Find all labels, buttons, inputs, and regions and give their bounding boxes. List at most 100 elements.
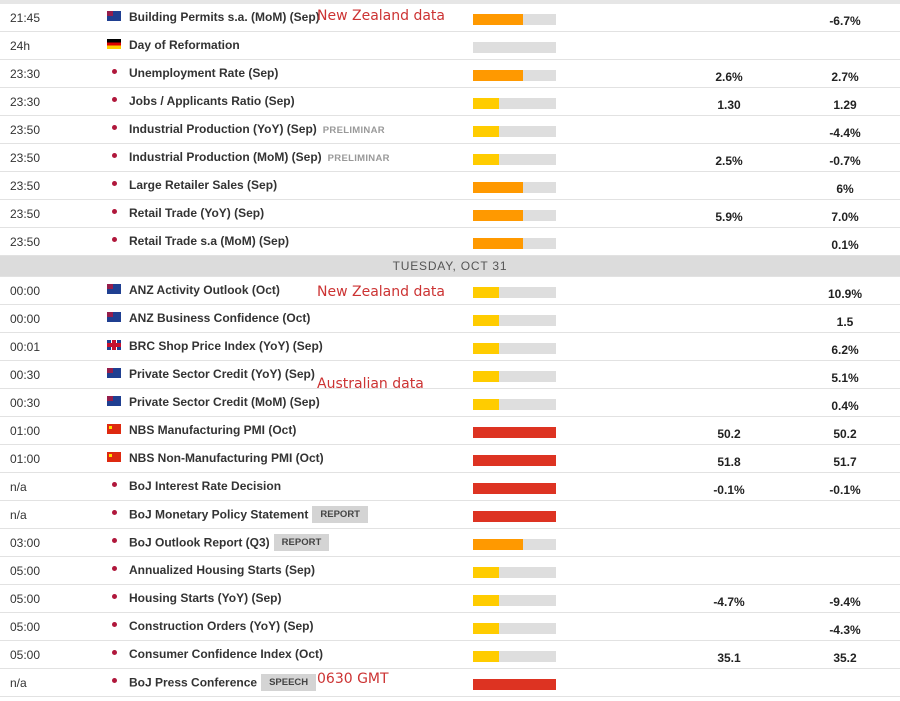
preliminary-tag: PRELIMINAR [327,153,390,164]
event-name[interactable]: Annualized Housing Starts (Sep) [129,563,315,577]
impact-bar-high [473,427,556,438]
event-name[interactable]: BRC Shop Price Index (YoY) (Sep) [129,339,323,353]
impact-fill [473,427,556,438]
event-name[interactable]: Retail Trade (YoY) (Sep) [129,206,264,220]
event-row[interactable]: 23:50 Retail Trade s.a (MoM) (Sep) 0.1% [0,228,900,256]
event-name[interactable]: Private Sector Credit (YoY) (Sep) [129,367,315,381]
previous-value: 35.2 [833,651,857,665]
report-badge[interactable]: REPORT [273,534,330,551]
flag-jp-icon [107,508,121,518]
event-row[interactable]: 00:30 Private Sector Credit (MoM) (Sep) … [0,389,900,417]
event-time: 01:00 [10,424,41,438]
event-name[interactable]: Private Sector Credit (MoM) (Sep) [129,395,320,409]
event-name[interactable]: Day of Reformation [129,38,240,52]
event-name[interactable]: Large Retailer Sales (Sep) [129,178,277,192]
impact-fill [473,70,523,81]
event-name[interactable]: NBS Manufacturing PMI (Oct) [129,423,296,437]
events-oct-31: 00:00 ANZ Activity Outlook (Oct) 10.9% 0… [0,277,900,697]
event-name[interactable]: Unemployment Rate (Sep) [129,66,278,80]
event-row[interactable]: 05:00 Annualized Housing Starts (Sep) [0,557,900,585]
flag-au-icon [107,396,121,406]
event-name-text: BoJ Outlook Report (Q3) [129,535,270,550]
impact-bar-low [473,567,556,578]
event-row[interactable]: 00:00 ANZ Business Confidence (Oct) 1.5 [0,305,900,333]
actual-value: -0.1% [713,483,745,497]
flag-au-icon [107,368,121,378]
event-name-text: BoJ Interest Rate Decision [129,479,282,493]
impact-fill [473,287,499,298]
event-row[interactable]: 23:30 Unemployment Rate (Sep) 2.6% 2.7% [0,60,900,88]
event-name[interactable]: BoJ Interest Rate Decision [129,479,281,493]
event-row[interactable]: 01:00 NBS Non-Manufacturing PMI (Oct) 51… [0,445,900,473]
event-row[interactable]: n/a BoJ Interest Rate Decision -0.1% -0.… [0,473,900,501]
event-name[interactable]: BoJ Outlook Report (Q3) REPORT [129,534,330,552]
event-name[interactable]: ANZ Business Confidence (Oct) [129,311,310,325]
event-row[interactable]: 00:00 ANZ Activity Outlook (Oct) 10.9% [0,277,900,305]
annotation-label: New Zealand data [317,8,445,24]
event-name[interactable]: NBS Non-Manufacturing PMI (Oct) [129,451,324,465]
event-name[interactable]: Jobs / Applicants Ratio (Sep) [129,94,295,108]
event-name-text: Consumer Confidence Index (Oct) [129,647,324,661]
impact-bar-low [473,343,556,354]
event-row[interactable]: 23:50 Large Retailer Sales (Sep) 6% [0,172,900,200]
event-row[interactable]: 05:00 Housing Starts (YoY) (Sep) -4.7% -… [0,585,900,613]
event-row[interactable]: 23:50 Retail Trade (YoY) (Sep) 5.9% 7.0% [0,200,900,228]
event-row[interactable]: 00:30 Private Sector Credit (YoY) (Sep) … [0,361,900,389]
actual-value: 1.30 [717,98,741,112]
event-row[interactable]: 05:00 Construction Orders (YoY) (Sep) -4… [0,613,900,641]
impact-fill [473,343,499,354]
event-name-text: Day of Reformation [129,38,240,52]
event-row[interactable]: 24h Day of Reformation [0,32,900,60]
event-name[interactable]: BoJ Press Conference SPEECH [129,674,317,692]
impact-bar-none [473,42,556,53]
event-row[interactable]: 21:45 Building Permits s.a. (MoM) (Sep) … [0,4,900,32]
event-row[interactable]: 05:00 Consumer Confidence Index (Oct) 35… [0,641,900,669]
impact-fill [473,455,556,466]
event-name-text: Industrial Production (MoM) (Sep) [129,150,322,164]
impact-fill [473,679,556,690]
top-border [0,0,900,4]
event-name[interactable]: Building Permits s.a. (MoM) (Sep) [129,10,320,24]
previous-value: 0.4% [831,399,859,413]
event-name[interactable]: Industrial Production (YoY) (Sep) PRELIMI… [129,122,385,136]
event-row[interactable]: 01:00 NBS Manufacturing PMI (Oct) 50.2 5… [0,417,900,445]
speech-badge[interactable]: SPEECH [261,674,317,691]
flag-cn-icon [107,424,121,434]
impact-fill [473,98,499,109]
event-name[interactable]: Housing Starts (YoY) (Sep) [129,591,281,605]
event-name-text: BoJ Press Conference [129,675,258,690]
event-name[interactable]: Retail Trade s.a (MoM) (Sep) [129,234,289,248]
actual-value: 35.1 [717,651,741,665]
flag-jp-icon [107,676,121,686]
event-row[interactable]: n/a BoJ Monetary Policy Statement REPORT [0,501,900,529]
event-row[interactable]: 23:30 Jobs / Applicants Ratio (Sep) 1.30… [0,88,900,116]
event-time: 05:00 [10,620,41,634]
flag-nz-icon [107,312,121,322]
day-header: TUESDAY, OCT 31 [0,256,900,277]
impact-fill [473,315,499,326]
previous-value: 7.0% [831,210,859,224]
previous-value: 2.7% [831,70,859,84]
event-row[interactable]: 23:50 Industrial Production (YoY) (Sep) P… [0,116,900,144]
event-row[interactable]: n/a BoJ Press Conference SPEECH [0,669,900,697]
event-time: 00:00 [10,312,41,326]
event-name[interactable]: Construction Orders (YoY) (Sep) [129,619,313,633]
event-time: 21:45 [10,11,41,25]
event-time: 23:50 [10,151,41,165]
event-name[interactable]: BoJ Monetary Policy Statement REPORT [129,506,368,524]
event-name[interactable]: ANZ Activity Outlook (Oct) [129,283,280,297]
flag-jp-icon [107,536,121,546]
event-time: 23:50 [10,207,41,221]
previous-value: 6% [836,182,854,196]
event-row[interactable]: 03:00 BoJ Outlook Report (Q3) REPORT [0,529,900,557]
flag-jp-icon [107,648,121,658]
flag-nz-icon [107,11,121,21]
actual-value: 2.6% [715,70,743,84]
report-badge[interactable]: REPORT [312,506,368,523]
event-name[interactable]: Industrial Production (MoM) (Sep) PRELIMI… [129,150,390,164]
event-name[interactable]: Consumer Confidence Index (Oct) [129,647,323,661]
event-name-text: Industrial Production (YoY) (Sep) [129,122,317,136]
events-oct-30: 21:45 Building Permits s.a. (MoM) (Sep) … [0,4,900,256]
event-row[interactable]: 00:01 BRC Shop Price Index (YoY) (Sep) 6… [0,333,900,361]
event-row[interactable]: 23:50 Industrial Production (MoM) (Sep) P… [0,144,900,172]
